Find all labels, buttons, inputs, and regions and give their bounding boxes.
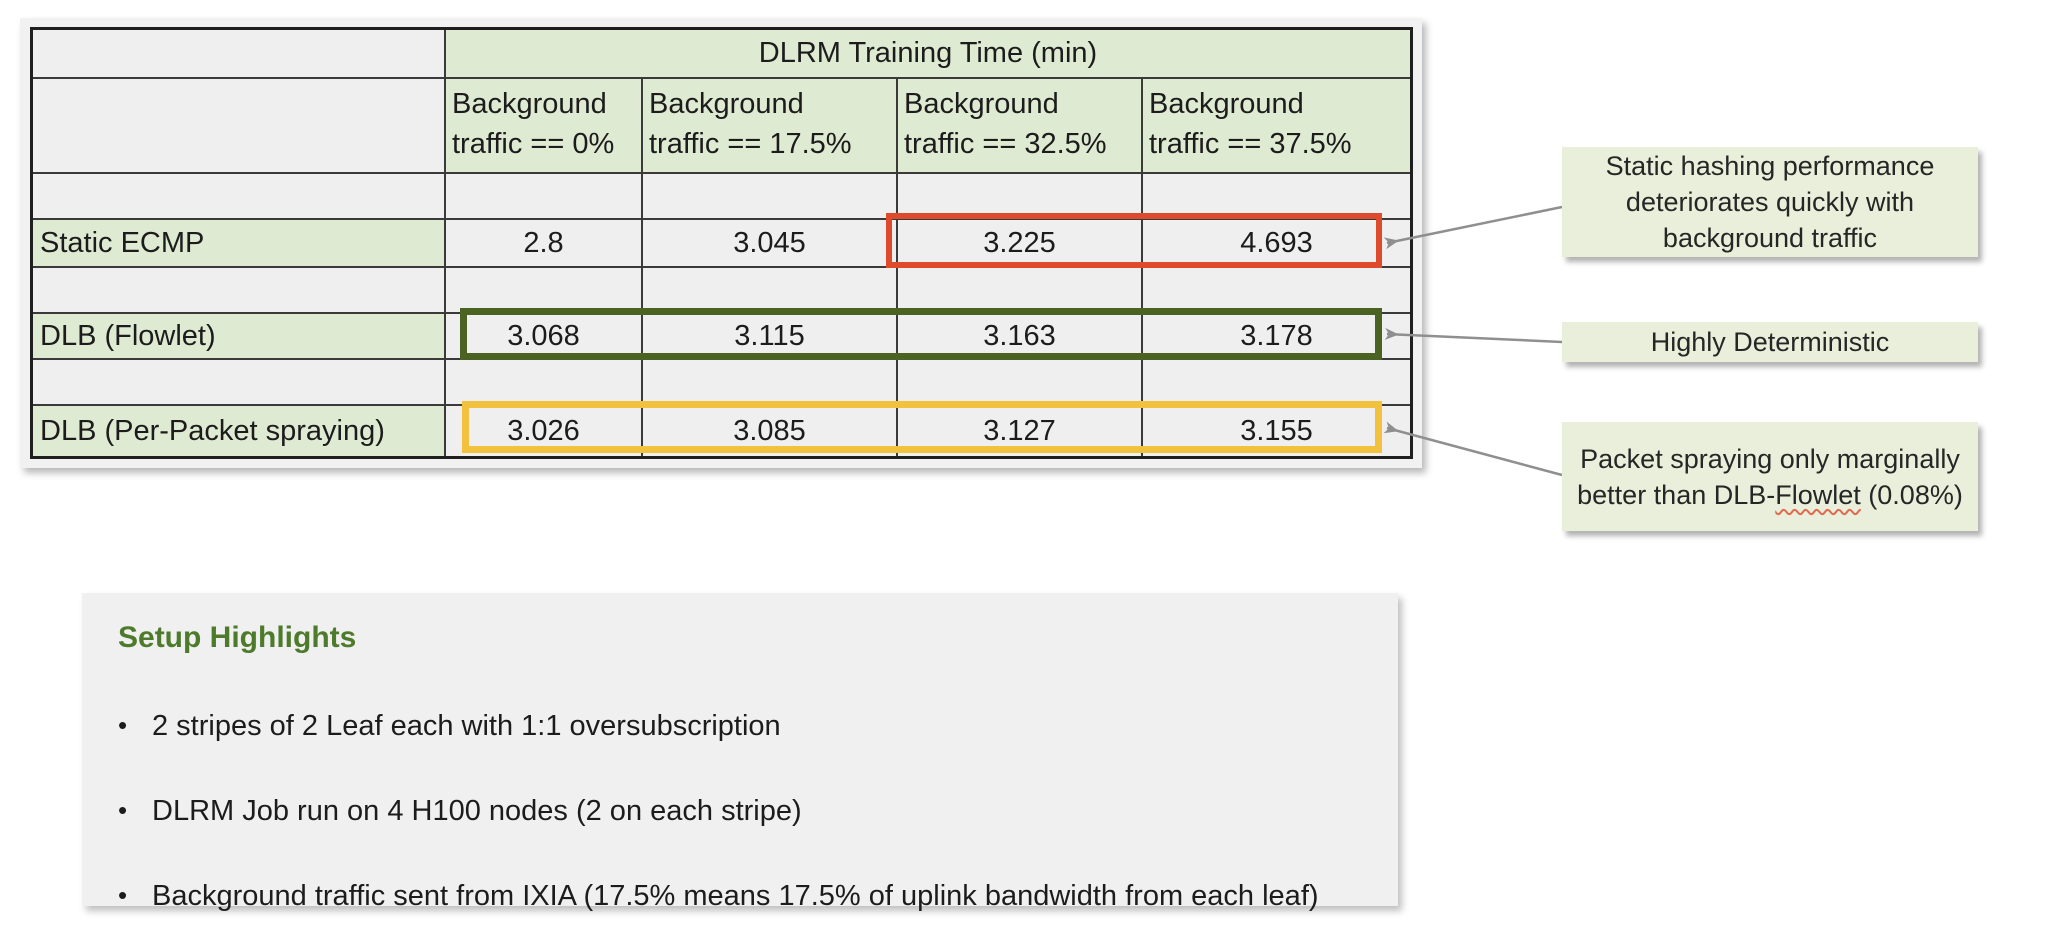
highlight-box-red-static-ecmp bbox=[886, 213, 1382, 268]
training-time-table-panel: DLRM Training Time (min) Background traf… bbox=[20, 18, 1422, 468]
arrow-red-box bbox=[1383, 205, 1563, 250]
col-header-2: Background traffic == 32.5% bbox=[898, 79, 1143, 174]
col-header-0-line2: traffic == 0% bbox=[452, 128, 615, 160]
empty-cell bbox=[446, 360, 643, 406]
setup-bullet-2-text: DLRM Job run on 4 H100 nodes (2 on each … bbox=[152, 795, 802, 827]
callout-static-hashing: Static hashing performance deteriorates … bbox=[1562, 147, 1978, 257]
highlight-box-yellow-dlb-per-packet bbox=[462, 401, 1382, 453]
row-label-dlb-flowlet: DLB (Flowlet) bbox=[33, 314, 446, 360]
value-static-ecmp-3: 4.693 bbox=[1143, 220, 1410, 268]
callout-packet-spraying-misspelled-word: Flowlet bbox=[1775, 479, 1861, 510]
arrow-green-box bbox=[1384, 327, 1563, 344]
col-header-2-line2: traffic == 32.5% bbox=[904, 128, 1107, 160]
table-title: DLRM Training Time (min) bbox=[446, 30, 1410, 79]
empty-cell bbox=[33, 174, 446, 220]
empty-cell bbox=[33, 268, 446, 314]
empty-cell bbox=[33, 360, 446, 406]
empty-cell bbox=[1143, 360, 1410, 406]
callout-arrows bbox=[1383, 205, 1563, 477]
value-static-ecmp-1: 3.045 bbox=[643, 220, 898, 268]
col-header-3-line1: Background bbox=[1149, 88, 1304, 120]
setup-highlights-box: Setup Highlights • 2 stripes of 2 Leaf e… bbox=[82, 593, 1398, 912]
col-header-0-line1: Background bbox=[452, 88, 607, 120]
highlight-box-green-dlb-flowlet bbox=[460, 308, 1382, 360]
setup-bullet-3-text: Background traffic sent from IXIA (17.5%… bbox=[152, 880, 1319, 912]
empty-cell bbox=[33, 79, 446, 174]
callout-packet-spraying: Packet spraying only marginally better t… bbox=[1562, 422, 1978, 531]
setup-bullet-2: • DLRM Job run on 4 H100 nodes (2 on eac… bbox=[118, 793, 1368, 829]
callout-packet-spraying-suffix: (0.08%) bbox=[1860, 479, 1963, 510]
corner-cell bbox=[33, 30, 446, 79]
bullet-dot: • bbox=[118, 880, 128, 910]
training-time-table: DLRM Training Time (min) Background traf… bbox=[30, 27, 1413, 459]
callout-packet-spraying-text: Packet spraying only marginally better t… bbox=[1570, 441, 1970, 513]
bullet-dot: • bbox=[118, 710, 128, 740]
empty-cell bbox=[898, 174, 1143, 220]
col-header-1-line2: traffic == 17.5% bbox=[649, 128, 852, 160]
value-static-ecmp-2: 3.225 bbox=[898, 220, 1143, 268]
empty-cell bbox=[643, 174, 898, 220]
empty-cell bbox=[898, 360, 1143, 406]
callout-highly-deterministic: Highly Deterministic bbox=[1562, 322, 1978, 362]
empty-cell bbox=[1143, 174, 1410, 220]
empty-cell bbox=[446, 174, 643, 220]
col-header-1: Background traffic == 17.5% bbox=[643, 79, 898, 174]
setup-bullet-1-text: 2 stripes of 2 Leaf each with 1:1 oversu… bbox=[152, 710, 781, 742]
setup-highlights-title: Setup Highlights bbox=[118, 621, 357, 654]
row-label-dlb-per-packet: DLB (Per-Packet spraying) bbox=[33, 406, 446, 456]
callout-static-hashing-text: Static hashing performance deteriorates … bbox=[1605, 151, 1935, 253]
setup-bullet-3: • Background traffic sent from IXIA (17.… bbox=[118, 878, 1368, 914]
value-dlb-flowlet-2: 3.163 bbox=[898, 314, 1143, 360]
value-static-ecmp-0: 2.8 bbox=[446, 220, 643, 268]
col-header-2-line1: Background bbox=[904, 88, 1059, 120]
row-label-static-ecmp: Static ECMP bbox=[33, 220, 446, 268]
arrow-yellow-box bbox=[1383, 421, 1563, 477]
col-header-3: Background traffic == 37.5% bbox=[1143, 79, 1410, 174]
callout-packet-spraying-prefix: Packet spraying only marginally better t… bbox=[1577, 443, 1960, 510]
callout-highly-deterministic-text: Highly Deterministic bbox=[1650, 327, 1890, 357]
empty-cell bbox=[643, 360, 898, 406]
col-header-0: Background traffic == 0% bbox=[446, 79, 643, 174]
setup-bullet-1: • 2 stripes of 2 Leaf each with 1:1 over… bbox=[118, 708, 1368, 744]
col-header-3-line2: traffic == 37.5% bbox=[1149, 128, 1352, 160]
bullet-dot: • bbox=[118, 795, 128, 825]
col-header-1-line1: Background bbox=[649, 88, 804, 120]
